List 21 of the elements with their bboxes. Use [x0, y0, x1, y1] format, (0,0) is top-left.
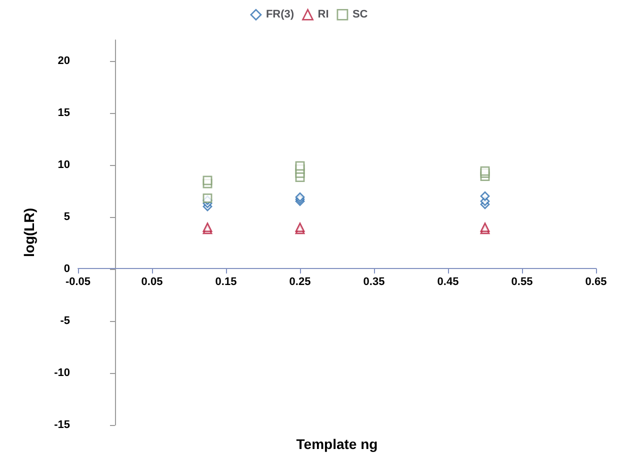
x-tick-label: 0.35 [363, 276, 385, 288]
x-tick-label: 0.55 [511, 276, 533, 288]
y-tick-label: 15 [58, 106, 70, 119]
legend-label: SC [352, 8, 368, 21]
y-tick-label: 10 [58, 158, 70, 171]
x-axis-title: Template ng [296, 436, 378, 452]
x-tick-label: 0.25 [289, 276, 311, 288]
y-tick-label: -5 [60, 314, 70, 327]
y-axis-title: log(LR) [21, 208, 37, 257]
x-tick-label: -0.05 [65, 276, 91, 288]
x-tick-label: 0.15 [215, 276, 237, 288]
x-tick-label: 0.45 [437, 276, 459, 288]
legend-label: FR(3) [266, 8, 294, 21]
y-tick-label: 0 [64, 262, 70, 275]
x-tick-label: 0.65 [585, 276, 607, 288]
x-tick-label: 0.05 [141, 276, 163, 288]
y-tick-label: 20 [58, 54, 70, 67]
y-tick-label: 5 [64, 210, 70, 223]
legend-label: RI [318, 8, 329, 21]
y-tick-label: -10 [54, 366, 70, 379]
y-tick-label: -15 [54, 419, 70, 431]
